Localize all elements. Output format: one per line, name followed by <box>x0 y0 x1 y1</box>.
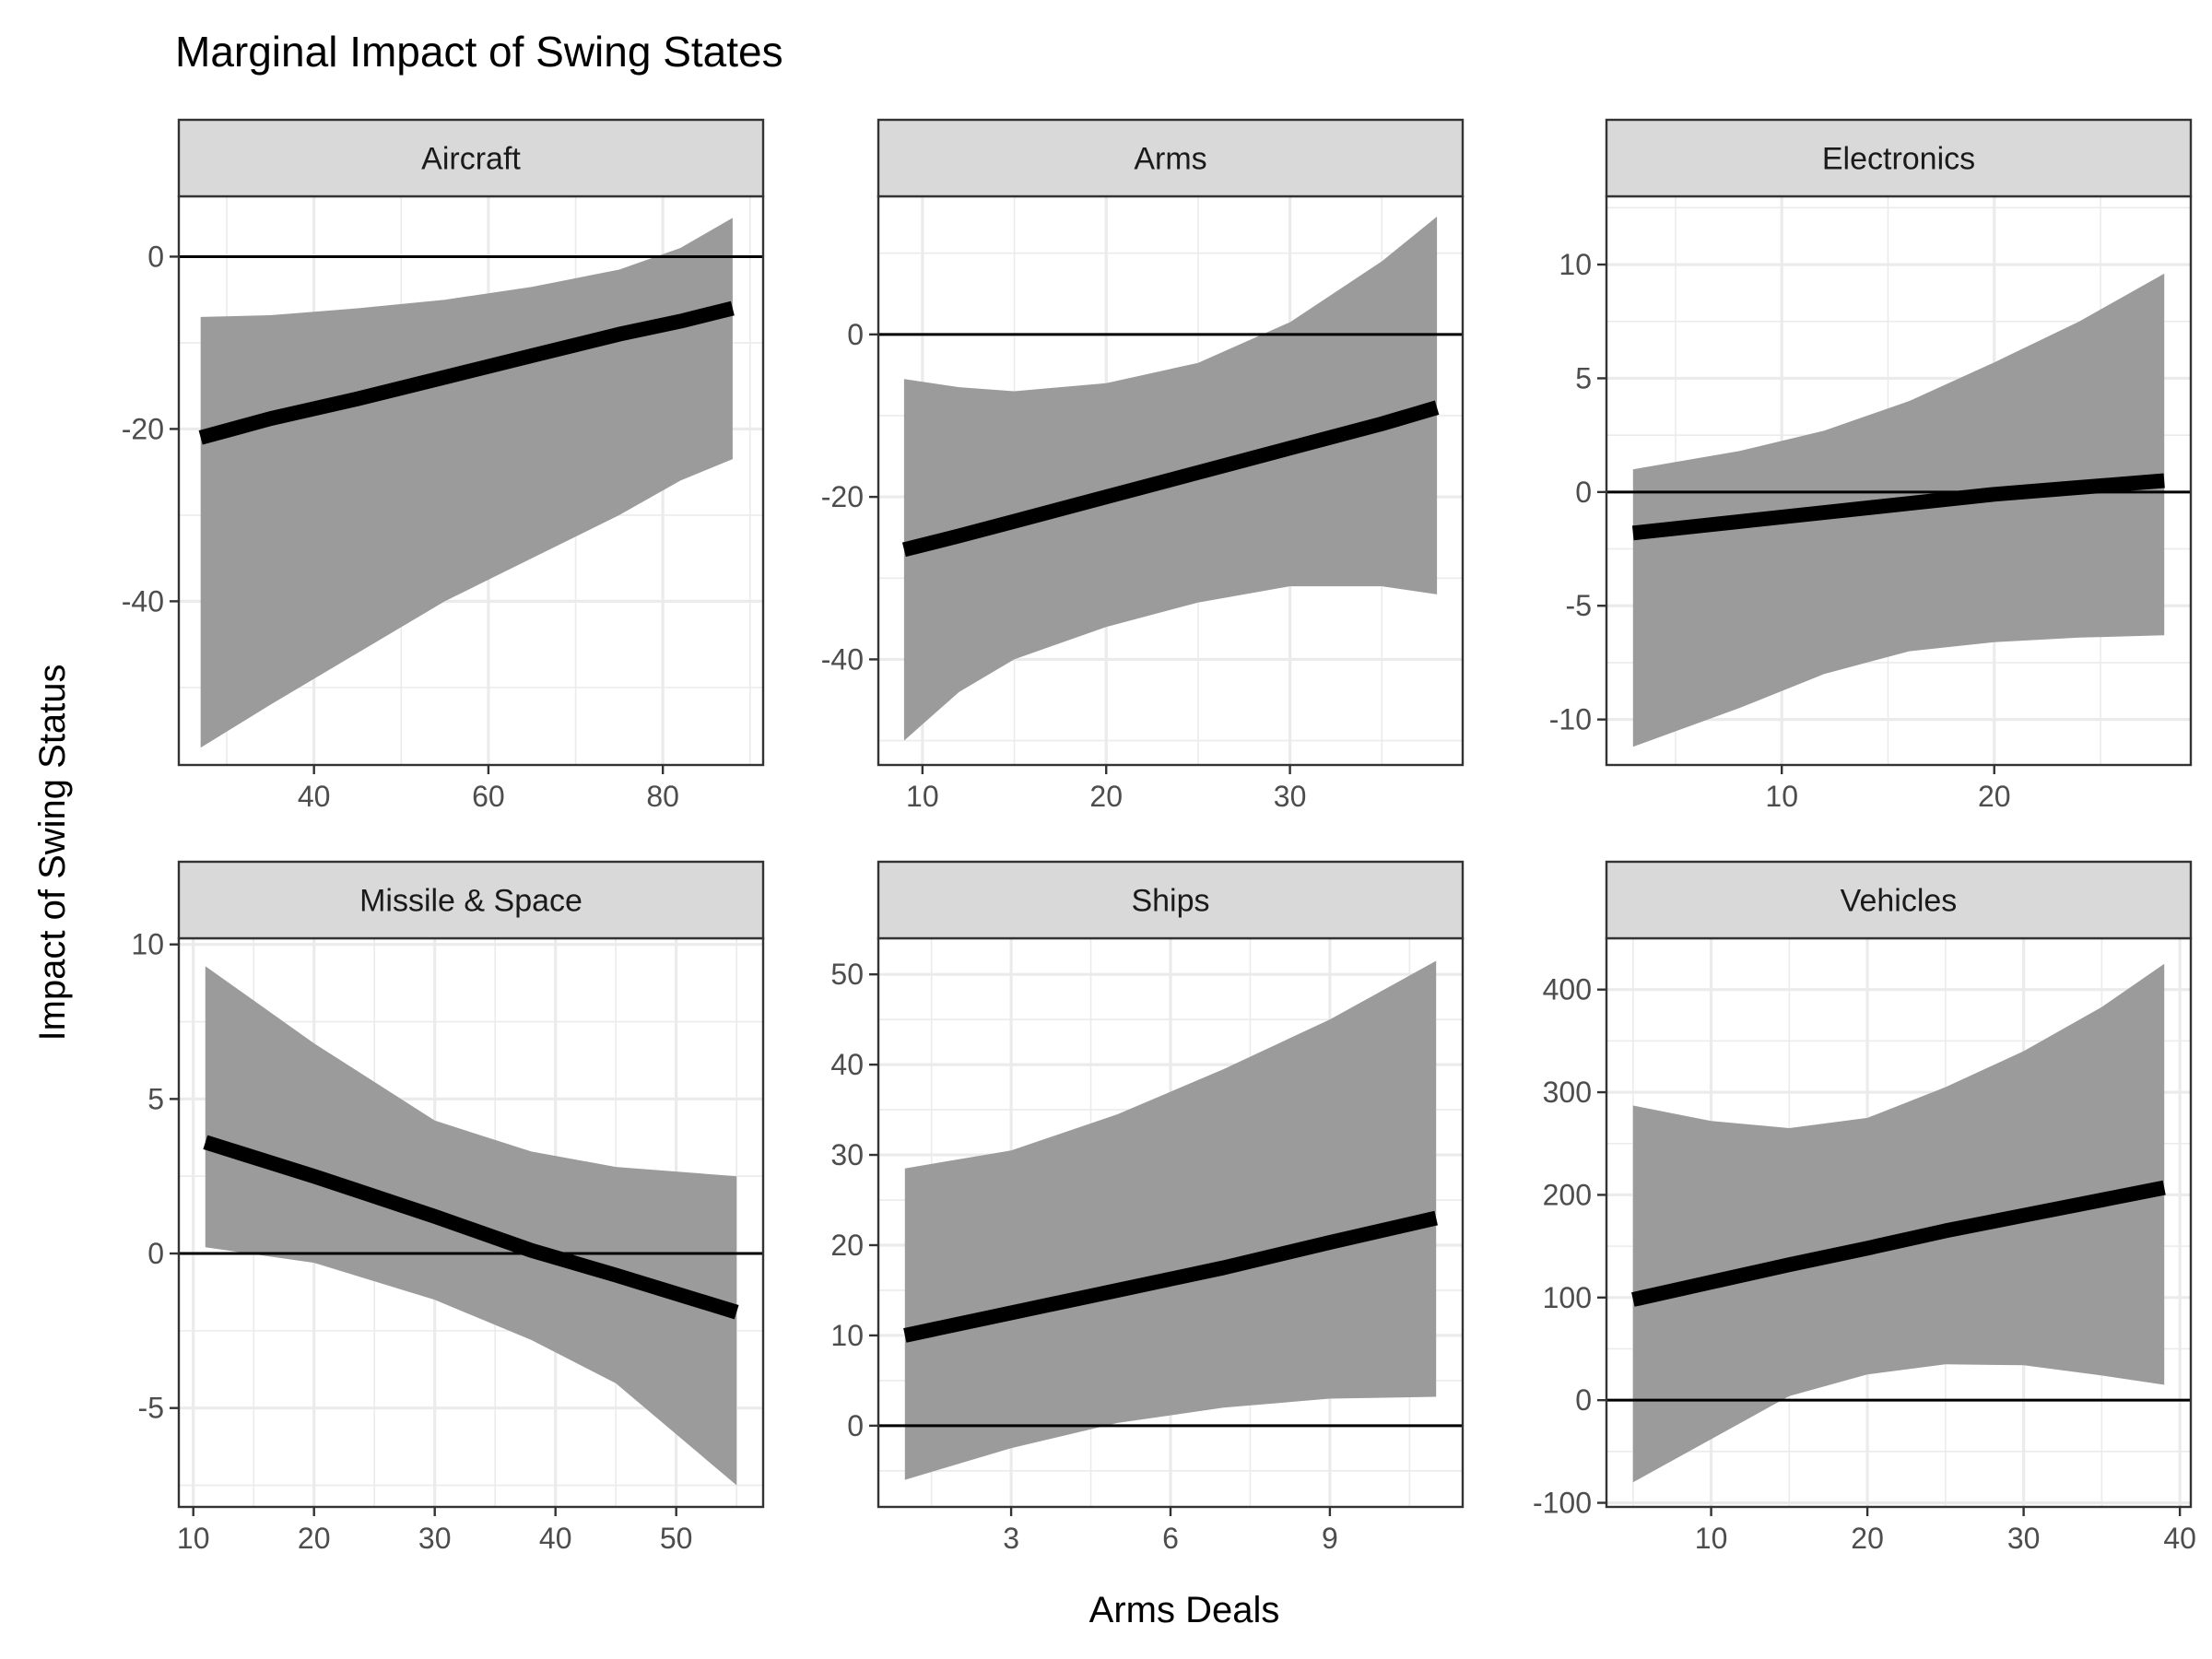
y-tick-label: 5 <box>147 1082 164 1115</box>
y-tick-label: 5 <box>1575 361 1592 394</box>
facet-strip <box>877 860 1465 940</box>
x-tick-label: 60 <box>472 780 505 813</box>
y-tick-label: -20 <box>821 480 864 513</box>
y-tick-label: -10 <box>1549 703 1592 736</box>
estimate-line-aircraft <box>198 300 735 445</box>
x-tick-label: 10 <box>177 1522 210 1555</box>
y-tick-label: 400 <box>1543 973 1592 1006</box>
estimate-line-ships <box>903 1210 1438 1343</box>
y-tick-label: -5 <box>1566 589 1592 622</box>
y-tick-label: 300 <box>1543 1076 1592 1109</box>
y-tick-label: 10 <box>131 928 164 961</box>
x-tick-label: 40 <box>298 780 331 813</box>
facet-label: Ships <box>1131 884 1209 919</box>
x-tick-label: 30 <box>2007 1522 2041 1555</box>
y-tick-label: 0 <box>147 240 164 273</box>
y-tick-label: 40 <box>830 1048 864 1081</box>
x-tick-label: 30 <box>1274 780 1307 813</box>
x-tick-label: 3 <box>1003 1522 1019 1555</box>
y-tick-label: 50 <box>830 958 864 991</box>
confidence-band-aircraft <box>200 218 733 748</box>
x-tick-label: 20 <box>1978 780 2011 813</box>
estimate-line-missile-space <box>203 1135 739 1320</box>
y-tick-label: -5 <box>138 1392 164 1425</box>
estimate-line-arms <box>901 400 1440 558</box>
panel-arms: Arms 10 20 30 0 -20 -40 <box>821 118 1465 813</box>
facet-strip <box>877 118 1465 198</box>
facet-label: Electronics <box>1822 142 1975 177</box>
estimate-line-electronics <box>1631 473 2165 541</box>
y-tick-label: 0 <box>847 1409 864 1442</box>
chart-title: Marginal Impact of Swing States <box>175 28 783 76</box>
y-tick-label: 0 <box>847 318 864 351</box>
y-tick-label: 10 <box>1559 248 1592 281</box>
y-tick-label: 0 <box>1575 1383 1592 1417</box>
y-tick-label: 10 <box>830 1319 864 1352</box>
facet-label: Missile & Space <box>359 884 582 919</box>
y-tick-label: -40 <box>821 642 864 676</box>
x-tick-label: 10 <box>906 780 939 813</box>
x-tick-label: 20 <box>1851 1522 1884 1555</box>
facet-label: Aircraft <box>421 142 521 177</box>
confidence-band-ships <box>904 960 1437 1480</box>
x-tick-label: 50 <box>660 1522 693 1555</box>
panel-aircraft: Aircraft 40 60 80 0 -20 -40 <box>122 118 765 813</box>
confidence-band-vehicles <box>1632 963 2165 1483</box>
panel-ships: Ships 3 6 9 50 40 30 20 10 0 <box>830 860 1465 1555</box>
x-tick-label: 9 <box>1322 1522 1338 1555</box>
y-tick-label: 30 <box>830 1138 864 1171</box>
facet-label: Vehicles <box>1841 884 1958 919</box>
y-tick-label: 0 <box>147 1237 164 1270</box>
y-tick-label: -20 <box>122 412 164 445</box>
facet-strip <box>1605 860 2193 940</box>
x-axis-title: Arms Deals <box>1089 1590 1280 1630</box>
y-tick-label: -100 <box>1533 1487 1592 1520</box>
x-tick-label: 40 <box>539 1522 572 1555</box>
x-tick-label: 30 <box>418 1522 452 1555</box>
y-tick-label: 200 <box>1543 1178 1592 1211</box>
facet-strip <box>177 118 765 198</box>
x-tick-label: 80 <box>646 780 679 813</box>
panel-vehicles: Vehicles 10 20 30 40 400 300 200 100 0 -100 <box>1533 860 2196 1555</box>
y-tick-label: 100 <box>1543 1281 1592 1314</box>
x-tick-label: 20 <box>298 1522 331 1555</box>
y-tick-label: 20 <box>830 1229 864 1262</box>
estimate-line-vehicles <box>1631 1180 2166 1307</box>
x-tick-label: 10 <box>1765 780 1798 813</box>
x-tick-label: 20 <box>1089 780 1123 813</box>
facet-strip <box>177 860 765 940</box>
facet-label: Arms <box>1134 142 1206 177</box>
x-tick-label: 40 <box>2163 1522 2196 1555</box>
y-axis-title: Impact of Swing Status <box>32 664 73 1041</box>
y-tick-label: -40 <box>122 584 164 618</box>
panel-electronics: Electronics 10 20 10 5 0 -5 -10 <box>1549 118 2193 813</box>
facet-strip <box>1605 118 2193 198</box>
x-tick-label: 10 <box>1695 1522 1728 1555</box>
x-tick-label: 6 <box>1162 1522 1179 1555</box>
y-tick-label: 0 <box>1575 476 1592 509</box>
